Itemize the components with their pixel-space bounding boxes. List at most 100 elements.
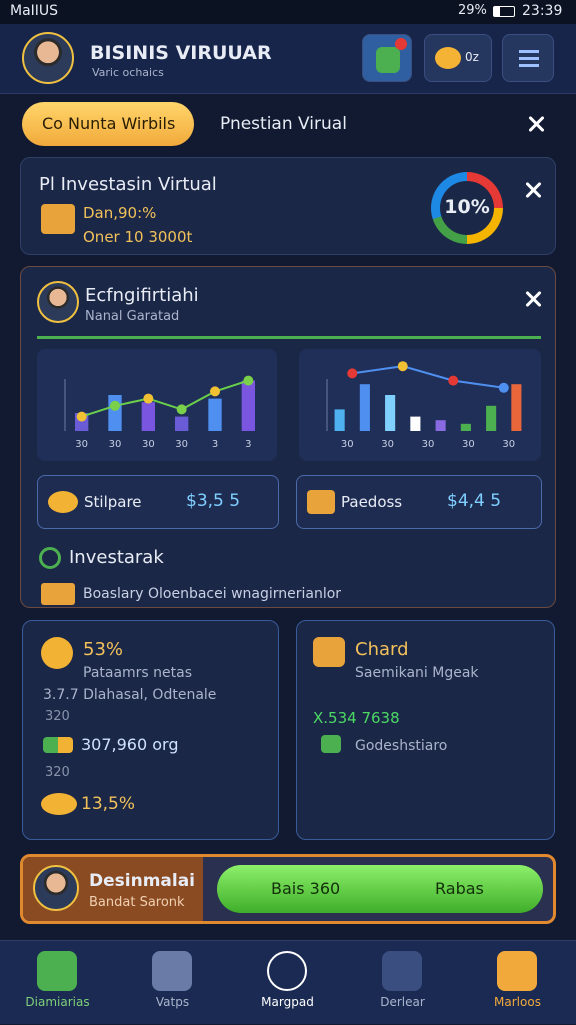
bar (460, 423, 471, 431)
header: BISINIS VIRUUAR Varic ochaics 0z (0, 24, 576, 94)
promo-subtitle: Bandat Saronk (89, 895, 185, 910)
donut: 10% (431, 172, 503, 244)
promo-banner: Desinmalai Bandat Saronk Bais 360 Rabas (20, 854, 556, 924)
right-amount: X.534 7638 (313, 709, 400, 727)
section-icon (39, 547, 61, 569)
bar (511, 384, 522, 431)
nav-icon (267, 951, 307, 991)
left-chart: 30 30 30 30 3 3 (37, 349, 277, 461)
nav-item[interactable]: Marloos (460, 941, 575, 1025)
nav-icon (37, 951, 77, 991)
x-label: 30 (142, 439, 155, 450)
tab-inactive[interactable]: Pnestian Virual (220, 114, 347, 134)
bar (334, 409, 345, 431)
promo-button[interactable]: Bais 360 Rabas (217, 865, 543, 913)
x-label: 30 (381, 439, 394, 450)
panel-line2: 320 (45, 709, 70, 724)
person-icon (321, 735, 341, 753)
status-bar: MaIIUS 29% 23:39 (0, 0, 576, 24)
app-subtitle: Varic ochaics (92, 66, 164, 79)
sun-icon (41, 637, 73, 669)
store-button[interactable] (362, 34, 412, 82)
panel-line3: 320 (45, 765, 70, 780)
line-point (76, 411, 87, 422)
panel-percent: 53% (83, 639, 124, 660)
x-label: 30 (341, 439, 354, 450)
panel-amount: 307,960 org (81, 735, 179, 754)
line-point (243, 375, 254, 386)
x-label: 3 (245, 439, 251, 450)
investment-card: Pl Investasin Virtual Dan,90:% Oner 10 3… (20, 157, 556, 255)
time: 23:39 (522, 3, 563, 19)
chat-badge: 0z (465, 50, 479, 64)
card-close[interactable] (524, 181, 542, 199)
analytics-subtitle: Nanal Garatad (85, 309, 180, 324)
bar (108, 395, 122, 431)
panel-footer: 13,5% (81, 794, 136, 814)
nav-item[interactable]: Diamiarias (0, 941, 115, 1025)
card-title: Pl Investasin Virtual (39, 174, 217, 195)
nav-item[interactable]: Margpad (230, 941, 345, 1025)
right-panel: Chard Saemikani Mgeak X.534 7638 Godeshs… (296, 620, 555, 840)
nav-label: Diamiarias (25, 995, 90, 1009)
card-line2: Oner 10 3000t (83, 228, 193, 246)
analytics-avatar (37, 281, 79, 323)
bar (241, 380, 255, 431)
x-label: 30 (175, 439, 188, 450)
promo-avatar (33, 865, 79, 911)
tab-active[interactable]: Co Nunta Wirbils (22, 102, 194, 146)
bar (175, 416, 189, 431)
close-button[interactable] (527, 115, 545, 133)
x-label: 30 (109, 439, 122, 450)
left-panel: 53% Pataamrs netas 3.7.7 Dlahasal, Odten… (22, 620, 279, 840)
line-point (143, 393, 154, 404)
line-point (397, 361, 408, 372)
bar (385, 395, 396, 431)
nav-icon (382, 951, 422, 991)
card-line1: Dan,90:% (83, 204, 157, 222)
chart-icon (313, 637, 345, 667)
doc-icon (41, 583, 75, 605)
right-footer: Godeshstiaro (355, 738, 448, 754)
stat-right[interactable]: Paedoss $4,4 5 (296, 475, 542, 529)
avatar[interactable] (22, 32, 74, 84)
app-title: BISINIS VIRUUAR (90, 42, 272, 64)
bar (410, 416, 421, 431)
coin-icon (48, 491, 78, 513)
line-point (347, 368, 358, 379)
nav-label: Marloos (494, 995, 541, 1009)
line-point (448, 375, 459, 386)
bar (141, 402, 155, 431)
nav-item[interactable]: Vatps (115, 941, 230, 1025)
nav-label: Vatps (155, 995, 190, 1009)
promo-button-right: Rabas (435, 879, 484, 898)
right-subtitle: Saemikani Mgeak (355, 665, 479, 681)
line-series (81, 379, 249, 418)
stat-left[interactable]: Stilpare $3,5 5 (37, 475, 279, 529)
coins-icon (41, 793, 77, 815)
carrier: MaIIUS (10, 3, 59, 19)
analytics-card: Ecfngifirtiahi Nanal Garatad 30 30 30 30 3 3 … (20, 266, 556, 608)
x-label: 30 (75, 439, 88, 450)
stat-left-value: $3,5 5 (186, 491, 241, 511)
stat-left-label: Stilpare (84, 493, 142, 511)
donut-label: 10% (444, 196, 490, 218)
analytics-close[interactable] (524, 290, 542, 308)
box-icon (307, 490, 335, 514)
tab-active-label: Co Nunta Wirbils (42, 114, 176, 133)
section-text: Boaslary Oloenbacei wnagirnerianlor (83, 586, 342, 602)
x-label: 30 (502, 439, 515, 450)
panel-subtitle: Pataamrs netas (83, 665, 193, 681)
promo-button-left: Bais 360 (271, 879, 341, 898)
line-point (176, 404, 187, 415)
nav-item[interactable]: Derlear (345, 941, 460, 1025)
bar (208, 398, 222, 431)
line-series (352, 365, 504, 389)
nav-label: Derlear (380, 995, 425, 1009)
chat-button[interactable]: 0z (424, 34, 492, 82)
menu-button[interactable] (502, 34, 554, 82)
panel-line1: 3.7.7 Dlahasal, Odtenale (43, 687, 217, 703)
money-icon (43, 737, 73, 753)
bar (359, 384, 370, 431)
